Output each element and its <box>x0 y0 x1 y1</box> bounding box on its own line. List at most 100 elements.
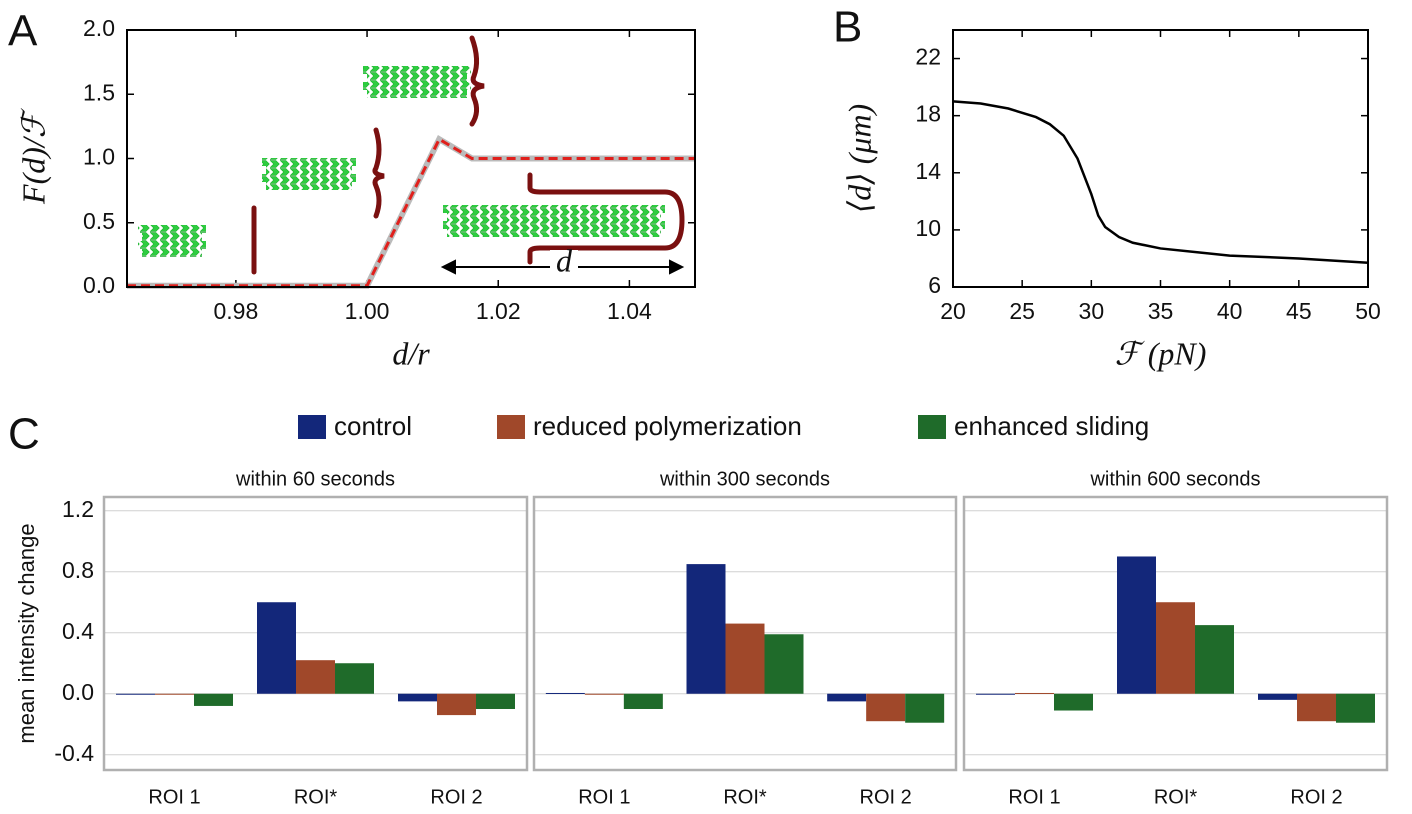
y-tick-label: 1.0 <box>83 144 115 170</box>
x-tick-label: ROI 1 <box>1008 786 1060 808</box>
facet-frame <box>102 495 529 772</box>
panel-letter: A <box>8 7 38 56</box>
bar <box>437 693 476 716</box>
x-tick-label: 50 <box>1355 298 1381 324</box>
x-tick-label: ROI* <box>294 786 338 808</box>
x-tick-label: 0.98 <box>213 298 258 324</box>
bar <box>545 692 585 694</box>
bar <box>686 564 726 694</box>
bar <box>1156 602 1195 694</box>
panel-letter: B <box>833 3 862 52</box>
x-tick-label: 25 <box>1009 298 1035 324</box>
bar <box>976 693 1015 695</box>
facet-frame <box>532 495 958 772</box>
bar <box>335 663 374 694</box>
legend-swatch <box>918 415 946 439</box>
facet-title: within 300 seconds <box>659 468 830 490</box>
y-tick-label: 0.8 <box>62 557 94 583</box>
bar <box>764 634 804 694</box>
y-tick-label: 0.5 <box>83 208 115 234</box>
microtubule <box>367 90 467 98</box>
microtubule <box>138 225 206 233</box>
x-tick-label: 45 <box>1286 298 1312 324</box>
microtubule <box>262 174 356 182</box>
y-tick-label: 0.0 <box>62 679 94 705</box>
label-bg <box>550 250 578 282</box>
x-tick-label: ROI* <box>1154 786 1198 808</box>
x-tick-label: 1.00 <box>345 298 390 324</box>
legend-label: control <box>334 411 412 441</box>
facet-frame <box>962 495 1389 772</box>
bar <box>1336 693 1375 723</box>
microtubule <box>443 205 665 213</box>
x-tick-label: 1.04 <box>607 298 652 324</box>
microtubule <box>138 241 206 249</box>
microtubule <box>142 249 202 257</box>
y-tick-label: 6 <box>928 272 941 298</box>
line <box>952 100 1369 264</box>
microtubule <box>142 233 202 241</box>
bar <box>584 693 624 695</box>
plot-frame <box>126 29 696 288</box>
plot-frame <box>952 29 1369 288</box>
y-tick-label: -0.4 <box>54 740 94 766</box>
bar <box>905 693 945 723</box>
microtubule <box>363 66 471 74</box>
microtubule <box>447 213 661 221</box>
panel-letter: C <box>8 410 40 459</box>
facet-title: within 600 seconds <box>1089 468 1260 490</box>
y-tick-label: 10 <box>915 215 941 241</box>
bar <box>827 693 867 702</box>
x-axis-label: d/r <box>392 335 430 371</box>
bar <box>194 693 233 706</box>
x-tick-label: ROI 2 <box>1290 786 1342 808</box>
bar <box>257 602 296 694</box>
bar <box>1015 692 1054 694</box>
microtubule <box>367 74 467 82</box>
y-tick-label: 0.4 <box>62 618 94 644</box>
microtubule <box>266 182 352 190</box>
x-tick-label: 40 <box>1217 298 1243 324</box>
line <box>127 137 695 288</box>
y-tick-label: 18 <box>915 101 941 127</box>
y-tick-label: 14 <box>915 158 941 184</box>
legend-swatch <box>298 415 326 439</box>
bar <box>116 693 155 695</box>
x-tick-label: ROI 2 <box>430 786 482 808</box>
bar <box>1117 556 1156 694</box>
bar <box>725 623 765 694</box>
y-tick-label: 2.0 <box>83 15 115 41</box>
bar <box>155 693 194 695</box>
bar <box>398 693 437 702</box>
motor <box>527 172 685 265</box>
x-tick-label: 30 <box>1079 298 1105 324</box>
legend-label: enhanced sliding <box>954 411 1149 441</box>
x-axis-label: ℱ (pN) <box>1115 335 1207 371</box>
annotation: d <box>556 242 573 278</box>
bar <box>1054 693 1093 711</box>
y-axis-label: mean intensity change <box>14 523 39 743</box>
bar <box>296 660 335 694</box>
y-tick-label: 1.2 <box>62 496 94 522</box>
x-tick-label: ROI* <box>723 786 767 808</box>
legend-label: reduced polymerization <box>533 411 802 441</box>
bar <box>1195 625 1234 694</box>
microtubule <box>363 82 471 90</box>
legend-swatch <box>497 415 525 439</box>
y-axis-label: ⟨d⟩ (μm) <box>841 104 877 213</box>
bar <box>623 693 663 709</box>
microtubule <box>262 158 356 166</box>
x-tick-label: 1.02 <box>476 298 521 324</box>
microtubule <box>447 229 661 237</box>
bar <box>1258 693 1297 700</box>
x-tick-label: ROI 2 <box>860 786 912 808</box>
x-tick-label: 20 <box>940 298 966 324</box>
x-tick-label: 35 <box>1148 298 1174 324</box>
x-tick-label: ROI 1 <box>578 786 630 808</box>
motor <box>372 127 385 219</box>
bar <box>866 693 906 722</box>
y-tick-label: 0.0 <box>83 272 115 298</box>
facet-title: within 60 seconds <box>235 468 395 490</box>
